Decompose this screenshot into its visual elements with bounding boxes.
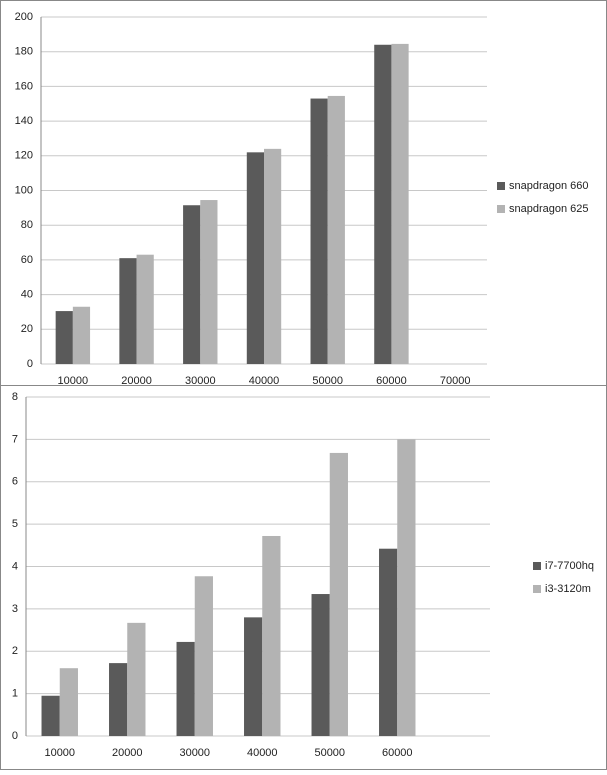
bar: [72, 306, 91, 364]
bar: [246, 152, 264, 364]
y-tick-label: 3: [12, 603, 18, 615]
bar: [264, 148, 282, 364]
legend-label: i7-7700hq: [545, 560, 594, 572]
x-tick-label: 20000: [121, 375, 152, 387]
y-tick-label: 0: [27, 358, 33, 370]
bar: [59, 668, 78, 736]
bar: [136, 254, 154, 364]
bar: [379, 548, 398, 736]
panel: [0, 385, 607, 770]
x-tick-label: 30000: [185, 375, 216, 387]
bar: [374, 44, 392, 364]
legend-swatch: [533, 585, 541, 593]
y-tick-label: 6: [12, 476, 18, 488]
bar: [327, 95, 345, 364]
bar: [119, 258, 137, 364]
y-tick-label: 140: [15, 115, 33, 127]
x-tick-label: 60000: [376, 375, 407, 387]
bar: [262, 535, 281, 736]
y-tick-label: 60: [21, 254, 33, 266]
x-tick-label: 10000: [44, 747, 75, 759]
y-tick-label: 1: [12, 688, 18, 700]
y-tick-label: 2: [12, 645, 18, 657]
x-tick-label: 60000: [382, 747, 413, 759]
bar: [397, 439, 416, 736]
bar: [200, 200, 218, 364]
y-tick-label: 7: [12, 433, 18, 445]
legend-swatch: [533, 562, 541, 570]
y-tick-label: 200: [15, 11, 33, 23]
y-tick-label: 100: [15, 184, 33, 196]
bar: [127, 622, 146, 736]
bar: [176, 641, 195, 736]
x-tick-label: 40000: [247, 747, 278, 759]
legend-swatch: [497, 182, 505, 190]
y-tick-label: 160: [15, 80, 33, 92]
legend-label: i3-3120m: [545, 583, 591, 595]
y-tick-label: 80: [21, 219, 33, 231]
x-tick-label: 20000: [112, 747, 143, 759]
x-tick-label: 30000: [179, 747, 210, 759]
bar: [109, 663, 128, 736]
x-tick-label: 40000: [249, 375, 280, 387]
x-tick-label: 50000: [314, 747, 345, 759]
y-tick-label: 4: [12, 560, 18, 572]
y-tick-label: 0: [12, 730, 18, 742]
legend-label: snapdragon 660: [509, 180, 589, 192]
bar: [329, 452, 348, 736]
bar: [391, 43, 409, 365]
bar: [194, 576, 213, 736]
bar: [183, 205, 201, 364]
bar: [311, 594, 330, 736]
legend-label: snapdragon 625: [509, 203, 589, 215]
y-tick-label: 40: [21, 289, 33, 301]
y-tick-label: 8: [12, 391, 18, 403]
x-tick-label: 50000: [312, 375, 343, 387]
bar: [55, 311, 73, 364]
y-tick-label: 180: [15, 46, 33, 58]
bar: [244, 617, 263, 736]
x-tick-label: 10000: [58, 375, 89, 387]
y-tick-label: 5: [12, 518, 18, 530]
legend-swatch: [497, 205, 505, 213]
panel: [0, 0, 607, 386]
y-tick-label: 20: [21, 323, 33, 335]
y-tick-label: 120: [15, 150, 33, 162]
bar: [41, 695, 60, 736]
x-tick-label: 70000: [440, 375, 471, 387]
bar: [310, 98, 328, 365]
